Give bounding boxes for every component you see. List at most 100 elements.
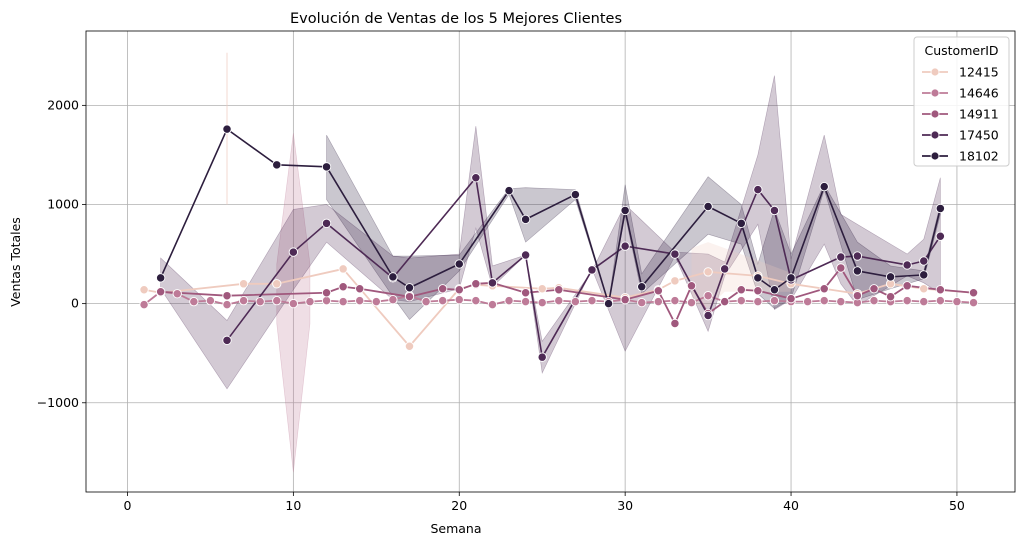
data-point-14646 [587,296,597,306]
data-point-18102 [388,272,398,282]
data-point-18102 [156,273,166,283]
data-point-14646 [537,297,547,308]
data-point-18102 [919,270,929,280]
data-point-18102 [852,266,863,276]
data-point-14646 [454,295,464,305]
data-point-17450 [935,231,945,241]
data-point-17450 [753,184,763,195]
data-point-14646 [504,296,514,306]
chart-title: Evolución de Ventas de los 5 Mejores Cli… [290,11,622,27]
data-point-12415 [537,284,547,294]
data-point-14911 [753,286,763,296]
y-tick-label: −1000 [37,395,79,410]
data-point-14646 [869,296,879,306]
y-axis-label: Ventas Totales [8,217,23,307]
data-point-14911 [620,295,630,305]
data-point-14646 [686,297,697,308]
data-point-17450 [836,252,846,262]
data-point-14646 [238,296,249,306]
legend: CustomerID 12415 14646 14911 17450 18102 [913,36,1010,167]
data-point-14911 [836,263,846,273]
data-point-18102 [736,218,746,228]
data-point-14911 [902,281,912,291]
data-point-14646 [819,296,829,306]
data-point-14911 [869,284,879,294]
data-point-14646 [653,297,663,307]
data-point-18102 [819,181,829,192]
data-point-17450 [620,241,630,251]
data-point-14646 [189,297,199,307]
data-point-17450 [902,260,912,270]
data-point-14911 [404,292,415,302]
data-point-14646 [836,297,846,307]
data-point-18102 [404,283,415,293]
data-point-14646 [736,296,746,306]
data-point-14646 [919,297,929,307]
data-point-18102 [885,272,896,282]
data-point-14646 [802,297,813,307]
data-point-14646 [670,296,680,306]
data-point-17450 [670,249,680,259]
data-point-18102 [620,205,630,216]
data-point-18102 [222,124,232,134]
legend-marker-14646 [930,88,940,98]
data-point-14911 [156,287,166,297]
plot-frame [85,30,1016,493]
x-tick-label: 20 [451,498,467,513]
axis-ticks: 0 10 20 30 40 50 −1000 0 1000 2000 [37,97,965,513]
data-point-14646 [902,296,912,306]
y-tick-label: 1000 [47,196,79,211]
x-tick-label: 40 [783,498,799,513]
legend-label-14911: 14911 [959,107,999,122]
x-tick-label: 50 [949,498,965,513]
data-point-14646 [554,296,564,306]
data-point-14646 [139,299,149,310]
data-point-14646 [388,295,398,305]
data-point-14911 [321,288,332,298]
data-point-14646 [570,297,581,307]
data-point-14646 [753,297,763,307]
data-point-14646 [288,298,299,309]
data-point-14911 [852,291,863,301]
data-point-14911 [720,297,730,307]
data-point-12415 [404,341,415,351]
data-point-14911 [968,288,979,298]
data-point-14911 [786,294,796,304]
data-point-12415 [272,279,282,289]
data-point-14646 [421,297,431,307]
data-point-18102 [786,273,796,283]
data-point-17450 [852,251,863,261]
legend-label-14646: 14646 [959,86,999,101]
legend-label-17450: 17450 [959,128,999,143]
data-point-12415 [919,284,929,294]
data-point-17450 [537,352,547,362]
data-point-18102 [454,259,464,269]
data-point-14646 [935,296,945,306]
data-point-14911 [554,285,564,295]
data-point-17450 [471,173,481,183]
data-point-14646 [305,297,315,307]
data-point-12415 [338,264,348,274]
data-point-14646 [520,297,531,307]
y-tick-label: 2000 [47,97,79,112]
data-point-17450 [222,335,232,345]
data-point-14911 [686,281,697,291]
data-point-18102 [935,203,945,214]
data-point-12415 [703,267,713,277]
data-point-17450 [520,250,531,260]
legend-label-18102: 18102 [959,149,999,164]
data-point-14911 [338,282,348,292]
confidence-bands [160,52,941,473]
data-point-18102 [603,298,614,309]
data-point-14911 [355,284,365,294]
series-markers [139,124,979,362]
data-point-14911 [670,318,680,329]
data-point-18102 [769,285,780,295]
data-point-14646 [487,299,498,310]
data-point-14646 [952,297,962,307]
data-point-14646 [355,296,365,306]
data-point-14911 [222,291,232,301]
legend-marker-14911 [930,109,940,119]
legend-marker-18102 [930,151,940,161]
